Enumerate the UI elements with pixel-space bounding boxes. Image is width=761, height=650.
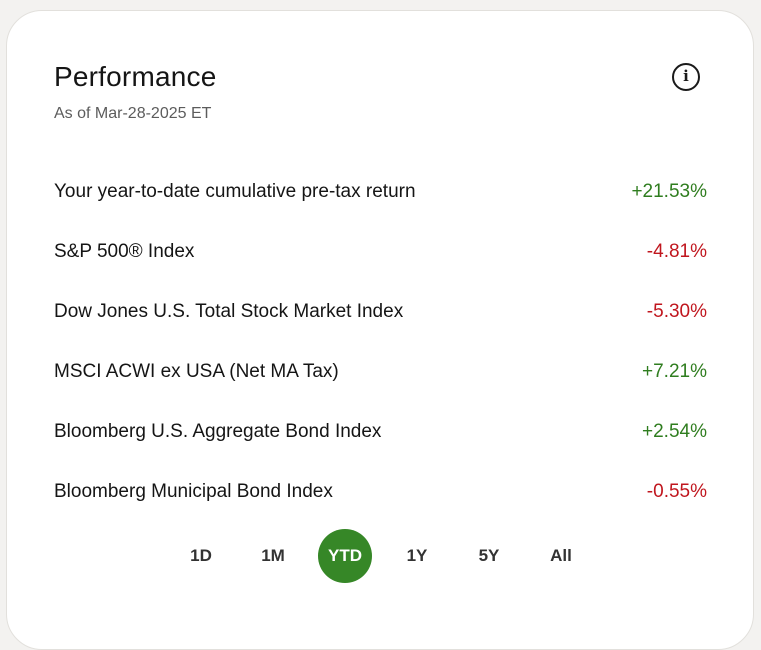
period-tab-ytd[interactable]: YTD xyxy=(318,529,372,583)
row-value: -5.30% xyxy=(646,301,707,322)
performance-card: Performance As of Mar-28-2025 ET i Your … xyxy=(6,10,754,650)
period-tab-all[interactable]: All xyxy=(550,546,572,565)
period-tab-1y[interactable]: 1Y xyxy=(406,546,428,565)
period-selector: 1D 1M YTD 1Y 5Y All xyxy=(174,529,606,583)
performance-list: Your year-to-date cumulative pre-tax ret… xyxy=(54,162,707,522)
row-value: +2.54% xyxy=(642,421,707,442)
period-tab-1m[interactable]: 1M xyxy=(261,546,285,565)
performance-row: Your year-to-date cumulative pre-tax ret… xyxy=(54,162,707,222)
row-label: S&P 500® Index xyxy=(54,241,195,262)
row-value: +7.21% xyxy=(642,361,707,382)
row-label: Bloomberg Municipal Bond Index xyxy=(54,481,333,502)
row-value: +21.53% xyxy=(631,181,707,202)
period-tab-5y[interactable]: 5Y xyxy=(478,546,500,565)
performance-row: S&P 500® Index -4.81% xyxy=(54,222,707,282)
row-value: -4.81% xyxy=(646,241,707,262)
row-label: Your year-to-date cumulative pre-tax ret… xyxy=(54,181,416,202)
performance-row: Bloomberg Municipal Bond Index -0.55% xyxy=(54,462,707,522)
as-of-date: As of Mar-28-2025 ET xyxy=(54,105,212,122)
period-tab-1d[interactable]: 1D xyxy=(190,546,212,565)
info-icon[interactable]: i xyxy=(672,63,700,91)
row-label: Bloomberg U.S. Aggregate Bond Index xyxy=(54,421,382,442)
row-label: MSCI ACWI ex USA (Net MA Tax) xyxy=(54,361,339,382)
row-value: -0.55% xyxy=(646,481,707,502)
card-title: Performance xyxy=(54,61,217,92)
performance-row: Dow Jones U.S. Total Stock Market Index … xyxy=(54,282,707,342)
performance-row: MSCI ACWI ex USA (Net MA Tax) +7.21% xyxy=(54,342,707,402)
row-label: Dow Jones U.S. Total Stock Market Index xyxy=(54,301,404,322)
performance-row: Bloomberg U.S. Aggregate Bond Index +2.5… xyxy=(54,402,707,462)
